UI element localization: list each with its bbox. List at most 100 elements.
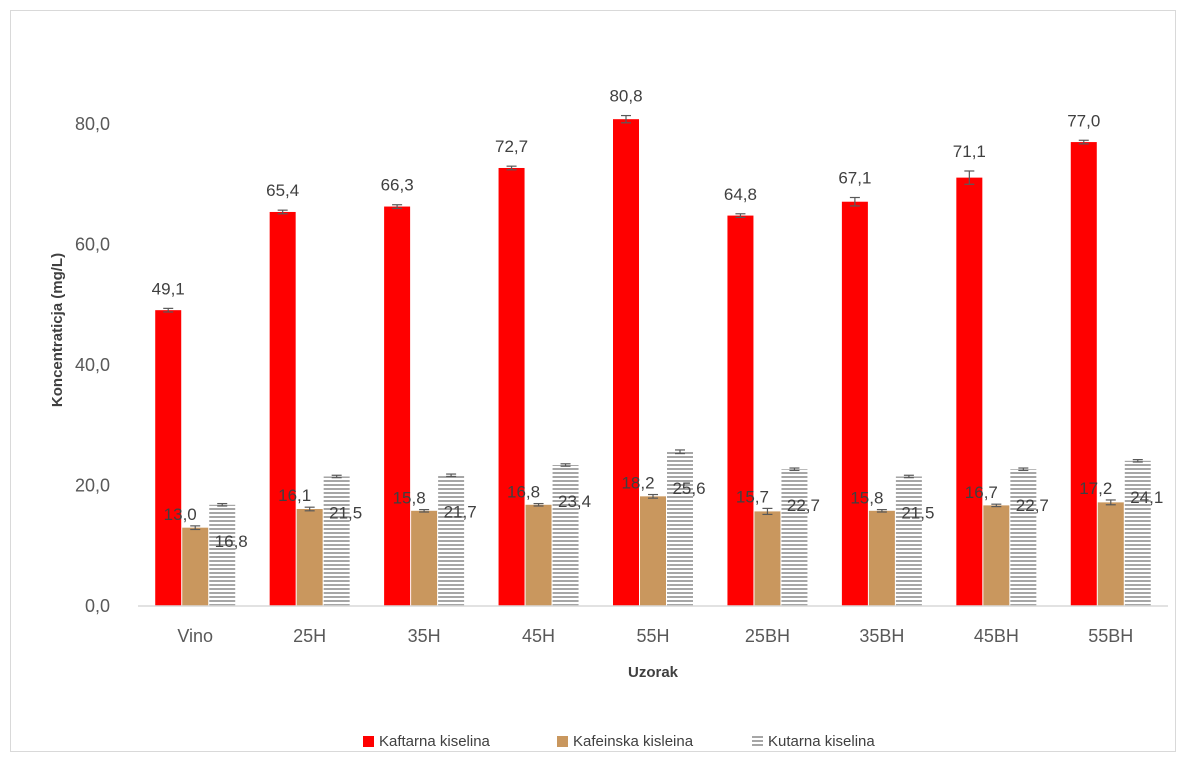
bar-kafeinska-45h [525,504,552,606]
error-bar [675,449,685,455]
bar-kutarna-25h [323,476,350,606]
data-label: 65,4 [266,181,299,200]
error-bar [217,502,228,507]
error-bar [789,467,800,472]
error-bar [1132,458,1143,463]
data-label: 18,2 [621,474,654,493]
error-bar [762,507,773,516]
error-bar [903,474,914,479]
error-bar [1105,499,1116,506]
bar-kaftarna-55bh [1070,142,1097,606]
data-label: 67,1 [838,169,871,188]
x-tick-label: 45BH [974,626,1019,646]
error-bar [163,307,174,313]
legend: Kaftarna kiselina Kafeinska kisleina Kutar… [363,733,875,750]
data-label: 23,4 [558,492,591,511]
x-tick-label: 25BH [745,626,790,646]
y-tick-label: 80,0 [75,114,110,134]
error-bar [876,509,887,513]
x-axis-title: Uzorak [628,664,679,681]
data-label: 21,5 [901,503,934,522]
y-tick-label: 0,0 [85,596,110,616]
bar-kafeinska-25bh [754,511,781,606]
error-bar [849,196,860,207]
data-label: 16,8 [507,483,540,502]
error-bar [735,213,746,218]
error-bar [1078,139,1089,145]
bar-kafeinska-35bh [868,510,895,606]
bar-kaftarna-vino [155,310,182,606]
error-bar [533,502,544,507]
data-label: 77,0 [1067,111,1100,130]
y-tick-label: 40,0 [75,355,110,375]
legend-label: Kutarna kiselina [768,733,875,750]
bar-kutarna-25bh [781,469,808,606]
data-label: 24,1 [1130,488,1163,507]
error-bar [419,509,430,513]
error-bar [1018,467,1029,472]
data-label: 21,5 [329,503,362,522]
legend-label: Kaftarna kiselina [379,733,491,750]
bar-kaftarna-55h [613,119,639,607]
bar-kafeinska-45bh [983,505,1010,606]
error-bar [331,474,342,479]
error-bar [964,170,975,185]
x-tick-label: 45H [522,626,555,646]
data-label: 15,8 [850,489,883,508]
data-label: 22,7 [787,496,820,515]
bar-kutarna-35bh [895,476,922,606]
data-label: 22,7 [1016,496,1049,515]
error-bar [506,165,517,171]
bars [155,119,1151,607]
bar-kutarna-35h [438,475,465,606]
bar-kaftarna-25bh [727,215,754,606]
bar-kutarna-55h [667,451,693,606]
data-label: 66,3 [381,176,414,195]
data-label: 16,1 [278,486,311,505]
error-bar [621,114,631,124]
x-axis-ticks: Vino 25H 35H 45H 55H 25BH 35BH 45BH 55BH [177,626,1133,646]
error-bar [560,463,571,467]
value-labels: 49,1 13,0 16,8 65,4 16,1 21,5 66,3 15,8 21,7 72,7… [152,87,1164,551]
data-label: 16,7 [965,483,998,502]
bar-kaftarna-35bh [841,201,868,606]
y-tick-label: 60,0 [75,235,110,255]
error-bars [163,114,1143,531]
error-bar [190,525,201,531]
error-bar [648,493,658,499]
error-bar [392,204,403,209]
data-label: 15,7 [736,487,769,506]
bar-kaftarna-45bh [956,177,983,606]
y-axis-title: Koncentraticja (mg/L) [49,253,66,407]
legend-swatch [557,736,568,747]
error-bar [304,506,315,512]
x-tick-label: 55H [636,626,669,646]
bar-kaftarna-45h [498,167,525,607]
data-label: 64,8 [724,185,757,204]
data-label: 72,7 [495,137,528,156]
bar-kafeinska-55h [640,496,666,606]
bar-kutarna-45bh [1010,469,1037,606]
y-axis-ticks: 0,0 20,0 40,0 60,0 80,0 [75,114,110,616]
legend-item: Kutarna kiselina [752,733,875,750]
data-label: 71,1 [953,142,986,161]
error-bar [991,503,1002,508]
error-bar [277,209,288,215]
data-label: 13,0 [164,505,197,524]
x-tick-label: 35H [408,626,441,646]
bar-kafeinska-55bh [1097,502,1124,606]
data-label: 49,1 [152,279,185,298]
bar-kutarna-45h [552,465,579,606]
x-tick-label: 35BH [859,626,904,646]
data-label: 17,2 [1079,479,1112,498]
bar-kutarna-55bh [1124,460,1151,606]
data-label: 16,8 [215,532,248,551]
x-tick-label: 25H [293,626,326,646]
legend-item: Kaftarna kiselina [363,733,491,750]
legend-swatch [363,736,374,747]
data-label: 21,7 [444,502,477,521]
x-tick-label: 55BH [1088,626,1133,646]
error-bar [446,473,457,478]
bar-kutarna-vino [209,504,236,606]
